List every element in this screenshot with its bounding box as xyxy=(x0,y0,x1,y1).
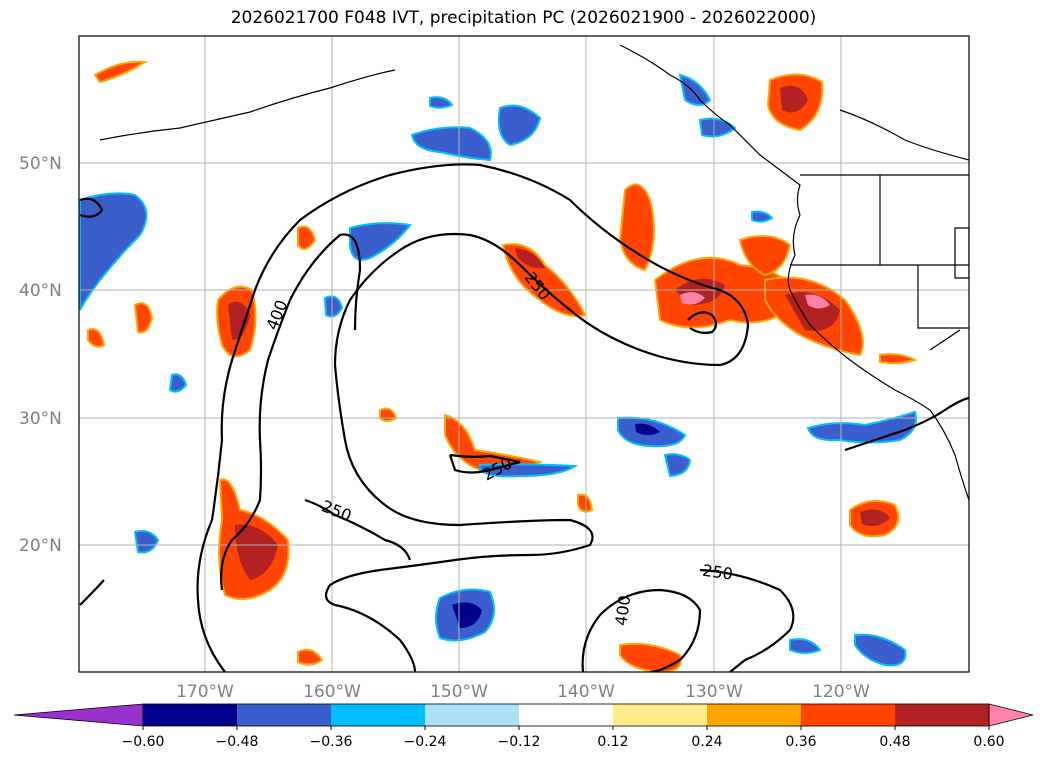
precip-positive-area xyxy=(515,248,545,269)
precip-positive-area xyxy=(297,648,324,666)
colorbar-tick-label: 0.48 xyxy=(879,734,910,750)
precip-positive-area xyxy=(618,183,655,272)
precip-positive-area xyxy=(133,302,154,334)
colorbar: −0.60 −0.48 −0.36 −0.24 −0.12 0.12 0.24 0.36 0.4… xyxy=(13,703,1034,750)
colorbar-tick-label: −0.36 xyxy=(310,734,353,750)
lat-label: 40°N xyxy=(19,281,62,301)
precip-negative-area xyxy=(806,410,917,444)
precip-positive-area xyxy=(228,301,250,340)
lat-label: 20°N xyxy=(19,536,62,556)
precip-positive-area xyxy=(805,294,830,309)
colorbar-swatch xyxy=(425,704,519,726)
contour-label: 250 xyxy=(701,561,734,584)
precip-negative-area xyxy=(497,104,542,147)
precip-negative-area xyxy=(349,222,412,261)
precip-negative-area xyxy=(698,117,737,138)
precip-positive-area xyxy=(680,292,705,305)
map-frame xyxy=(78,35,970,673)
precip-negative-area xyxy=(751,210,774,223)
precip-positive-area xyxy=(297,225,317,250)
precip-positive-area xyxy=(87,328,106,348)
precip-negative-area xyxy=(410,126,492,162)
colorbar-swatch xyxy=(519,704,613,726)
precip-negative-area xyxy=(789,638,822,654)
precip-negative-area xyxy=(678,73,712,106)
longitude-labels: 170°W 160°W 150°W 140°W 130°W 120°W xyxy=(176,682,870,702)
precip-negative-area xyxy=(663,453,692,478)
precip-negative-area xyxy=(323,295,344,318)
map-title: 2026021700 F048 IVT, precipitation PC (2… xyxy=(230,8,817,28)
precip-positive-area xyxy=(738,235,792,277)
lat-label: 30°N xyxy=(19,409,62,429)
precip-positive-area xyxy=(379,407,398,422)
contour-label: 400 xyxy=(611,594,634,627)
precip-positive-area xyxy=(780,85,808,113)
colorbar-swatch xyxy=(707,704,801,726)
colorbar-swatch xyxy=(613,704,707,726)
colorbar-tick-label: 0.24 xyxy=(691,734,722,750)
precip-positive-area xyxy=(577,493,594,513)
precip-negative-area xyxy=(429,96,454,109)
colorbar-tick-label: 0.60 xyxy=(973,734,1004,750)
contour-label: 400 xyxy=(262,297,291,332)
precip-negative-area xyxy=(168,373,188,393)
precip-negative-area xyxy=(133,530,160,554)
colorbar-swatch xyxy=(801,704,895,726)
colorbar-swatch xyxy=(895,704,989,726)
precip-positive-area xyxy=(860,509,890,526)
colorbar-swatch xyxy=(331,704,425,726)
colorbar-extend-low xyxy=(13,703,144,727)
precip-negative-area xyxy=(635,423,660,435)
lon-label: 130°W xyxy=(685,682,743,702)
colorbar-tick-label: 0.36 xyxy=(785,734,816,750)
graticule xyxy=(79,36,969,672)
lon-label: 120°W xyxy=(812,682,870,702)
colorbar-tick-label: −0.12 xyxy=(498,734,541,750)
colorbar-tick-label: 0.12 xyxy=(597,734,628,750)
precip-negative-area xyxy=(79,192,148,311)
colorbar-tick-label: −0.24 xyxy=(404,734,447,750)
colorbar-frame xyxy=(142,703,990,727)
lon-label: 140°W xyxy=(557,682,615,702)
precip-positive-area xyxy=(93,60,149,84)
latitude-labels: 50°N 40°N 30°N 20°N xyxy=(19,154,62,556)
precip-positive-area xyxy=(879,353,918,365)
colorbar-swatch xyxy=(143,704,237,726)
colorbar-tick-label: −0.60 xyxy=(122,734,165,750)
colorbar-tick-label: −0.48 xyxy=(216,734,259,750)
lon-label: 170°W xyxy=(176,682,234,702)
precip-positive-area xyxy=(235,524,278,580)
colorbar-swatch xyxy=(237,704,331,726)
lon-label: 160°W xyxy=(303,682,361,702)
precip-negative-area xyxy=(854,633,907,667)
lon-label: 150°W xyxy=(430,682,488,702)
ivt-contours xyxy=(79,163,969,672)
coastlines xyxy=(99,44,969,501)
lat-label: 50°N xyxy=(19,154,62,174)
precip-positive-area xyxy=(619,642,682,672)
colorbar-extend-high xyxy=(988,703,1034,727)
